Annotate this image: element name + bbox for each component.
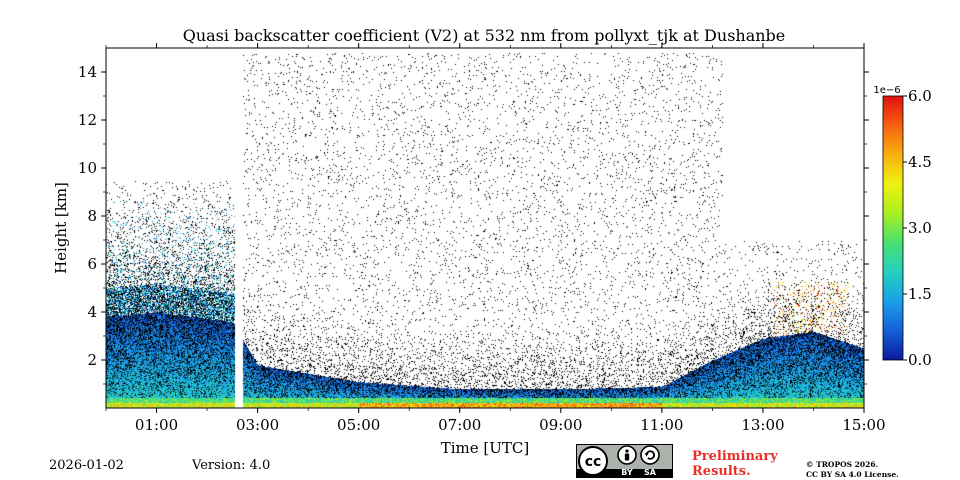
y-tick-label: 10 (78, 159, 97, 177)
x-tick-label: 03:00 (236, 416, 279, 434)
copyright-note: © TROPOS 2026. CC BY SA 4.0 License. (806, 460, 899, 480)
colorbar-tick-label: 3.0 (908, 219, 932, 237)
colorbar-scale-label: 1e−6 (873, 85, 900, 96)
chart-title: Quasi backscatter coefficient (V2) at 53… (183, 26, 786, 45)
y-axis: 2 4 6 8 10 12 14 (78, 63, 869, 385)
y-tick-label: 14 (78, 63, 97, 81)
preliminary-line-2: Results. (692, 464, 751, 479)
colorbar-tick-label: 0.0 (908, 351, 932, 369)
share-alike-icon (640, 445, 660, 465)
y-tick-label: 12 (78, 111, 97, 129)
copyright-line-2: CC BY SA 4.0 License. (806, 470, 899, 479)
x-axis-label: Time [UTC] (441, 439, 530, 457)
cc-icon: cc (578, 446, 608, 476)
x-tick-label: 15:00 (842, 416, 885, 434)
cc-by-label: BY (621, 468, 633, 477)
y-axis-label: Height [km] (52, 182, 70, 274)
preliminary-results-note: Preliminary Results. (692, 449, 778, 479)
x-axis: 01:00 03:00 05:00 07:00 09:00 11:00 13:00 15:00 (105, 43, 886, 434)
y-tick-label: 4 (87, 303, 97, 321)
y-tick-label: 8 (87, 207, 97, 225)
colorbar-tick-label: 4.5 (908, 153, 932, 171)
colorbar-tick-label: 1.5 (908, 285, 932, 303)
colorbar-gradient (882, 95, 904, 361)
cc-sa-label: SA (644, 468, 657, 477)
colorbar: 1e−6 0.0 1.5 3.0 4.5 6.0 (873, 85, 931, 369)
preliminary-line-1: Preliminary (692, 449, 778, 464)
plot-frame (105, 47, 865, 409)
colorbar-tick-label: 6.0 (908, 87, 932, 105)
svg-text:cc: cc (585, 454, 602, 470)
y-tick-label: 2 (87, 351, 97, 369)
copyright-line-1: © TROPOS 2026. (806, 460, 879, 469)
person-icon (617, 445, 637, 465)
plot-area (106, 48, 864, 408)
date-label: 2026-01-02 (49, 458, 124, 473)
x-tick-label: 05:00 (337, 416, 380, 434)
x-tick-label: 11:00 (640, 416, 683, 434)
x-tick-label: 01:00 (135, 416, 178, 434)
x-tick-label: 13:00 (741, 416, 784, 434)
y-tick-label: 6 (87, 255, 97, 273)
backscatter-heatmap (106, 48, 864, 408)
x-tick-label: 09:00 (539, 416, 582, 434)
cc-license-badge: cc BY SA (576, 444, 673, 478)
version-label: Version: 4.0 (192, 458, 271, 473)
x-tick-label: 07:00 (438, 416, 481, 434)
